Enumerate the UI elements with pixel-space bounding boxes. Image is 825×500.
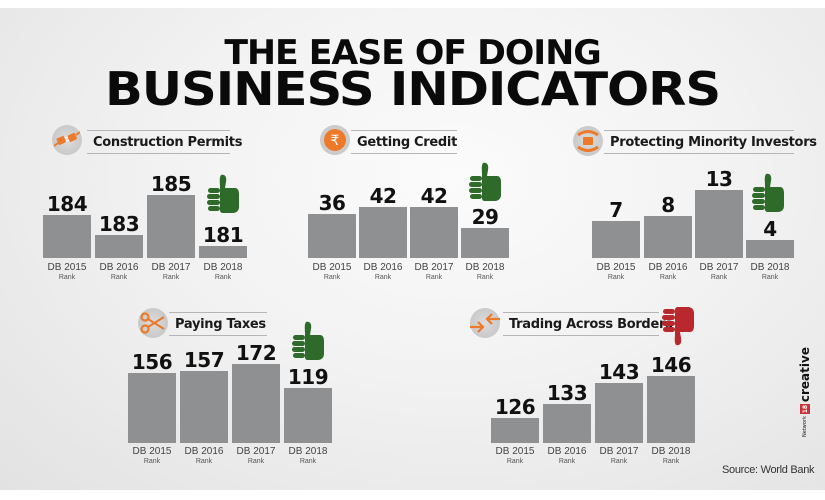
chart-title: Protecting Minority Investors [604, 130, 817, 154]
bar-value: 146 [650, 353, 692, 377]
x-label: DB 2015 Rank [132, 446, 172, 466]
x-label: DB 2015 Rank [47, 262, 87, 282]
x-label: DB 2017 Rank [599, 446, 639, 466]
bar-db2015 [592, 221, 640, 258]
bar-db2015 [43, 215, 91, 258]
bar-db2018 [461, 228, 509, 258]
chart-title: Construction Permits [87, 130, 242, 154]
plug-icon [52, 125, 82, 155]
bar-db2017 [695, 190, 743, 258]
source-note: Source: World Bank [722, 464, 815, 476]
bar-db2016 [95, 235, 143, 258]
bar-db2016 [180, 371, 228, 443]
arrows-converge-icon [470, 308, 500, 338]
bar-value: 7 [609, 198, 623, 222]
bar-value: 157 [183, 348, 225, 372]
bar-value: 184 [46, 192, 88, 216]
bar-db2015 [308, 214, 356, 258]
network18-creative-logo: Network 18 creative [798, 347, 812, 437]
x-label: DB 2016 Rank [648, 262, 688, 282]
bar-db2016 [359, 207, 407, 258]
bar-value: 42 [369, 184, 397, 208]
bar-value: 156 [131, 350, 173, 374]
thumbs-up-icon [292, 321, 324, 360]
rupee-icon: ₹ [320, 125, 350, 155]
title-line-1: THE EASE OF DOING [224, 33, 601, 73]
bar-value: 13 [705, 167, 733, 191]
hands-briefcase-icon [573, 126, 603, 156]
x-label: DB 2016 Rank [184, 446, 224, 466]
x-label: DB 2018 Rank [651, 446, 691, 466]
bar-value: 8 [661, 193, 675, 217]
x-label: DB 2018 Rank [750, 262, 790, 282]
x-label: DB 2018 Rank [288, 446, 328, 466]
svg-text:₹: ₹ [331, 133, 340, 149]
scissors-icon [138, 308, 168, 338]
bar-db2018 [199, 246, 247, 258]
bar-value: 36 [318, 191, 346, 215]
bar-value: 126 [494, 395, 536, 419]
bar-value: 143 [598, 360, 640, 384]
bar-value: 185 [150, 172, 192, 196]
x-label: DB 2016 Rank [547, 446, 587, 466]
bar-value: 29 [471, 205, 499, 229]
thumbs-down-icon [662, 307, 694, 346]
chart-title: Getting Credit [351, 130, 457, 154]
bar-value: 42 [420, 184, 448, 208]
bar-db2018 [284, 388, 332, 443]
x-label: DB 2018 Rank [203, 262, 243, 282]
bar-db2017 [410, 207, 458, 258]
x-label: DB 2015 Rank [495, 446, 535, 466]
x-label: DB 2017 Rank [699, 262, 739, 282]
title-line-2: BUSINESS INDICATORS [104, 62, 721, 116]
x-label: DB 2018 Rank [465, 262, 505, 282]
bar-value: 119 [287, 365, 329, 389]
thumbs-up-icon [469, 162, 501, 201]
chart-title: Trading Across Borders [503, 312, 673, 336]
x-label: DB 2016 Rank [99, 262, 139, 282]
bar-db2015 [491, 418, 539, 443]
bar-value: 181 [202, 223, 244, 247]
bar-db2017 [232, 364, 280, 443]
x-label: DB 2017 Rank [236, 446, 276, 466]
x-label: DB 2017 Rank [151, 262, 191, 282]
x-label: DB 2016 Rank [363, 262, 403, 282]
bar-db2017 [595, 383, 643, 443]
bar-db2015 [128, 373, 176, 443]
bar-db2016 [543, 404, 591, 443]
bar-value: 183 [98, 212, 140, 236]
thumbs-up-icon [207, 174, 239, 213]
x-label: DB 2015 Rank [596, 262, 636, 282]
bar-db2016 [644, 216, 692, 258]
bar-value: 4 [763, 217, 777, 241]
chart-title: Paying Taxes [169, 312, 267, 336]
bar-value: 133 [546, 381, 588, 405]
bar-db2018 [746, 240, 794, 258]
bar-value: 172 [235, 341, 277, 365]
bar-db2017 [147, 195, 195, 258]
x-label: DB 2015 Rank [312, 262, 352, 282]
thumbs-up-icon [752, 173, 784, 212]
x-label: DB 2017 Rank [414, 262, 454, 282]
bar-db2018 [647, 376, 695, 443]
